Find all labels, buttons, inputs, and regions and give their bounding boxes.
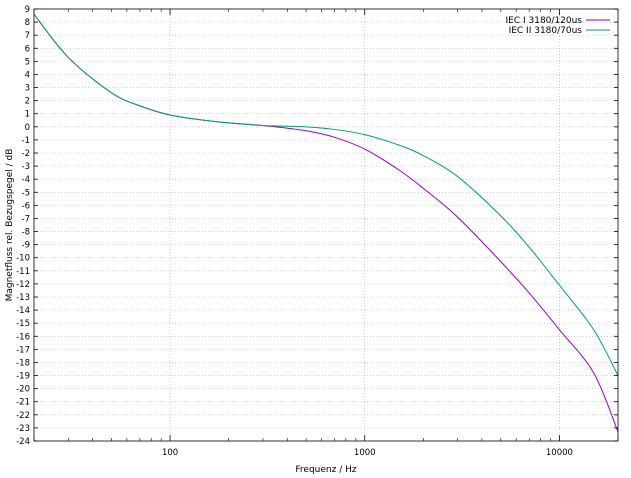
series-layer	[33, 13, 619, 433]
y-tick-label: 3	[25, 84, 30, 94]
y-tick-label: -8	[22, 228, 30, 238]
y-tick-label: -17	[16, 345, 30, 355]
y-tick-label: 8	[25, 18, 30, 28]
y-axis-label: Magnetfluss rel. Bezugspegel / dB	[5, 149, 15, 302]
y-tick-label: -23	[16, 424, 30, 434]
y-tick-label: 4	[25, 70, 30, 80]
series-line-2	[33, 13, 619, 376]
y-tick-label: 9	[25, 5, 30, 15]
y-tick-label: -18	[16, 358, 30, 368]
y-tick-label: 0	[25, 123, 30, 133]
y-tick-label: -13	[16, 293, 30, 303]
grid-layer	[34, 9, 618, 441]
y-tick-label: -4	[22, 175, 30, 185]
y-tick-label: -21	[16, 398, 30, 408]
y-tick-label: 1	[25, 110, 30, 120]
tick-layer: 9 8 7 6 5 4 3 2 1 0 -1 -2 -3 -4 -5 -6 -7 -8 -9 -10 -11 -12 -13…	[16, 5, 619, 458]
x-axis-label: Frequenz / Hz	[295, 465, 356, 475]
y-tick-label: -19	[16, 372, 30, 382]
y-tick-label: -9	[22, 241, 30, 251]
y-tick-label: 7	[25, 31, 30, 41]
y-tick-label: -16	[16, 332, 30, 342]
y-tick-label: -24	[16, 437, 30, 447]
y-tick-label: -22	[16, 411, 30, 421]
y-tick-label: -6	[22, 201, 30, 211]
x-tick-label: 10000	[546, 448, 573, 458]
x-tick-label: 100	[162, 448, 178, 458]
legend-label: IEC I 3180/120us	[505, 16, 582, 26]
y-tick-label: 2	[25, 97, 30, 107]
legend-label: IEC II 3180/70us	[509, 26, 583, 36]
y-tick-label: -7	[22, 214, 30, 224]
y-tick-label: -11	[16, 267, 30, 277]
y-tick-label: -5	[22, 188, 30, 198]
x-tick-label: 1000	[354, 448, 376, 458]
y-tick-label: -1	[22, 136, 30, 146]
plot-frame	[33, 8, 619, 442]
y-tick-label: -10	[16, 254, 30, 264]
y-tick-label: -2	[22, 149, 30, 159]
y-tick-label: -15	[16, 319, 30, 329]
y-tick-label: -14	[16, 306, 30, 316]
y-tick-label: 5	[25, 57, 30, 67]
y-tick-label: -20	[16, 385, 30, 395]
series-line-1	[33, 13, 619, 433]
y-tick-label: -12	[16, 280, 30, 290]
y-tick-label: 6	[25, 44, 30, 54]
y-tick-label: -3	[22, 162, 30, 172]
